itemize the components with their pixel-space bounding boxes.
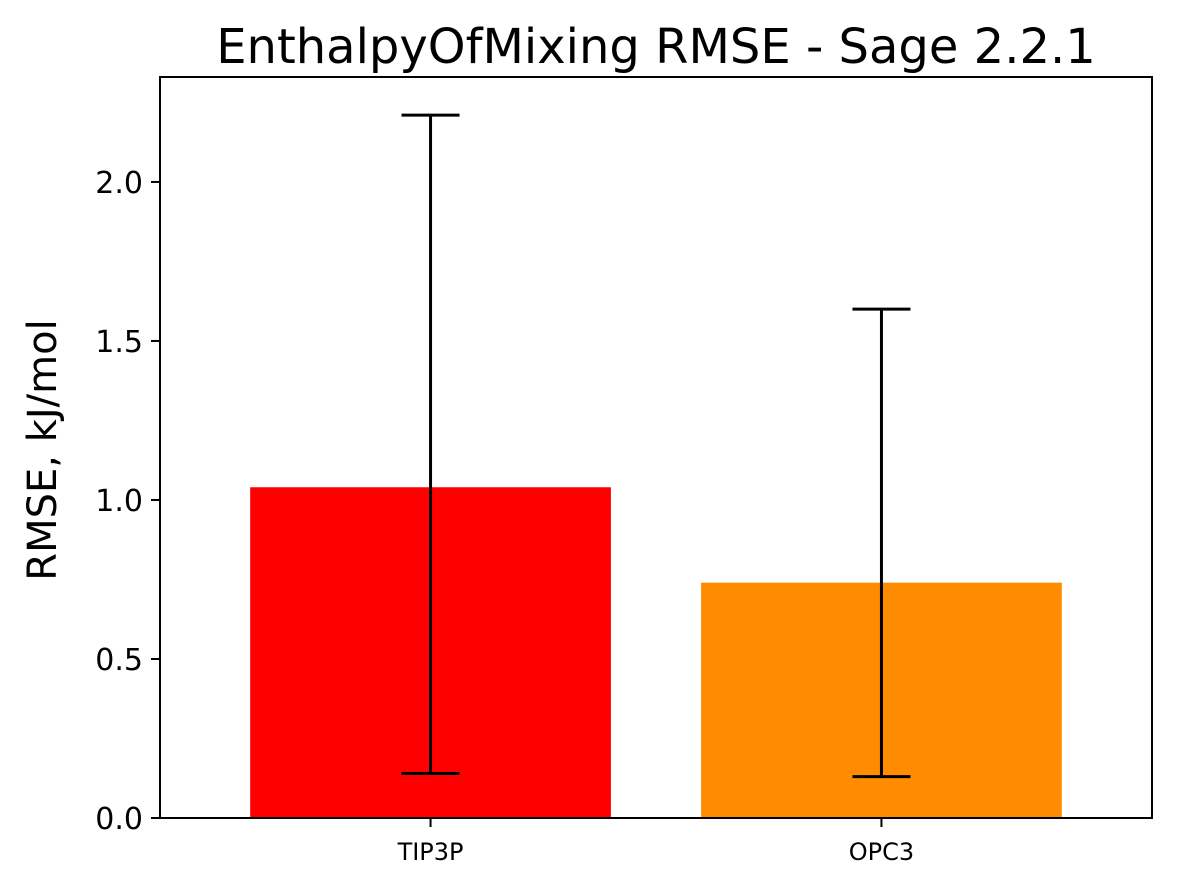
y-tick-label: 2.0 xyxy=(95,166,143,201)
plot-area xyxy=(250,113,1062,818)
x-axis: TIP3P OPC3 xyxy=(397,818,914,866)
y-axis-label: RMSE, kJ/mol xyxy=(20,319,66,580)
x-tick-label: OPC3 xyxy=(849,838,914,866)
chart-title: EnthalpyOfMixing RMSE - Sage 2.2.1 xyxy=(216,19,1096,75)
y-tick-label: 1.0 xyxy=(95,484,143,519)
y-tick-label: 0.5 xyxy=(95,643,143,678)
y-tick-label: 1.5 xyxy=(95,325,143,360)
y-tick-label: 0.0 xyxy=(95,802,143,837)
x-tick-label: TIP3P xyxy=(397,838,464,866)
plot-frame xyxy=(159,76,1153,819)
y-axis: 0.0 0.5 1.0 1.5 2.0 xyxy=(95,166,160,837)
